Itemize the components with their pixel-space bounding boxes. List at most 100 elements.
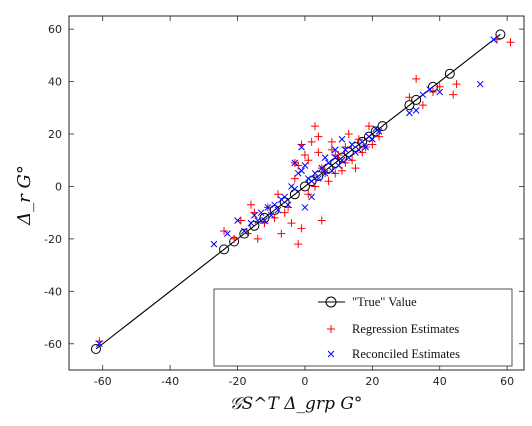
x-tick-label: 20 [365,375,379,388]
legend-reconciled-label: Reconciled Estimates [352,347,460,361]
true-value-point [357,136,368,147]
reconciled-point [315,175,322,182]
regression-point [230,234,239,243]
reconciled-point [284,201,292,209]
x-tick-label: 60 [500,375,514,388]
regression-point [368,140,377,149]
reconciled-point [345,154,353,161]
y-tick-label: -40 [44,285,62,298]
x-axis-title: 𝒢S^T Δ_grp G° [230,394,363,414]
regression-point [253,234,262,243]
reconciled-point [274,206,282,214]
reconciled-series [95,36,498,348]
reconciled-point [365,133,373,140]
true-value-point [411,94,422,105]
legend-reconciled-marker [327,350,335,358]
reconciled-point [325,159,332,167]
true-value-point [363,131,374,142]
regression-point [311,122,320,131]
regression-point [327,137,336,146]
reconciled-point [362,143,369,151]
regression-point [364,122,373,131]
true-value-series [90,29,506,355]
y-axis-ticks: -60 -40 -20 0 20 40 60 [44,23,524,351]
regression-point [354,135,363,144]
y-tick-label: 0 [55,180,62,193]
true-value-point [90,344,101,355]
true-value-point [337,152,347,163]
regression-point [287,219,296,228]
regression-point [449,90,458,99]
legend-true-label: "True" Value [352,295,417,309]
regression-point [341,158,350,167]
reconciled-point [234,217,241,224]
regression-point [243,229,252,238]
true-value-point [350,142,361,153]
reconciled-point [311,169,319,177]
reconciled-point [210,240,218,248]
regression-point [290,174,299,183]
reconciled-point [224,230,231,237]
y-tick-label: -60 [44,338,62,351]
reconciled-point [308,193,316,201]
regression-point [435,82,444,91]
reconciled-point [412,107,420,114]
regression-point [300,150,309,159]
regression-point [280,208,289,217]
reconciled-point [271,201,278,209]
regression-point [344,130,353,138]
reconciled-point [321,169,329,177]
reconciled-point [257,209,265,217]
regression-series [95,35,515,346]
reconciled-point [355,146,363,154]
reconciled-point [261,217,268,224]
regression-point [297,224,306,233]
reconciled-point [436,88,444,96]
legend-regression-marker [327,325,335,333]
regression-point [220,227,229,236]
regression-point [324,177,333,186]
regression-point [307,137,316,146]
reconciled-point [95,340,103,348]
y-axis-title: Δ_r G° [14,165,35,226]
reconciled-point [247,219,255,227]
reconciled-point [298,167,305,175]
regression-point [452,80,461,89]
regression-point [506,38,515,47]
true-value-point [495,29,506,40]
reconciled-point [291,185,299,193]
reconciled-point [277,196,285,203]
reconciled-point [301,204,309,211]
reconciled-point [281,193,289,201]
regression-point [351,164,360,173]
reconciled-point [490,36,498,43]
regression-point [412,74,421,83]
regression-point [418,101,427,110]
regression-point [429,88,437,97]
legend-entry-regression: Regression Estimates [327,322,459,336]
x-axis-ticks: -60 -40 -20 0 20 40 60 [94,16,514,388]
reconciled-point [308,177,316,185]
reconciled-point [291,159,299,167]
reconciled-point [352,149,359,156]
x-tick-label: -60 [94,375,112,388]
regression-point [273,190,282,199]
reconciled-point [342,146,349,154]
regression-point [294,161,303,170]
regression-point [314,132,323,141]
x-tick-label: 40 [433,375,447,388]
regression-point [294,240,303,249]
regression-point [314,148,323,157]
true-value-point [289,189,300,200]
reconciled-point [335,162,342,169]
reconciled-point [331,154,339,161]
reconciled-point [419,91,427,99]
reconciled-point [318,164,326,172]
regression-point [331,169,340,178]
regression-point [304,190,313,199]
reconciled-point [375,128,383,135]
reconciled-point [368,135,376,143]
reconciled-point [426,86,433,93]
legend: "True" Value Regression Estimates Reconc… [213,288,513,367]
regression-point [334,150,343,159]
